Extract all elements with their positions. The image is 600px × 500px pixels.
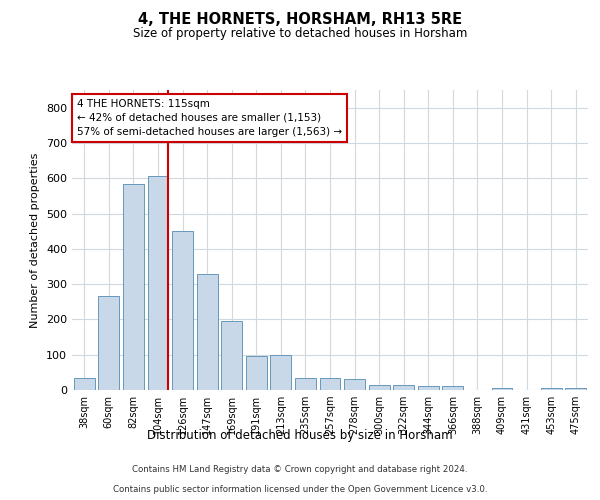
Bar — [221, 321, 242, 390]
Text: 4 THE HORNETS: 115sqm
← 42% of detached houses are smaller (1,153)
57% of semi-d: 4 THE HORNETS: 115sqm ← 42% of detached … — [77, 99, 342, 137]
Text: Size of property relative to detached houses in Horsham: Size of property relative to detached ho… — [133, 28, 467, 40]
Bar — [565, 388, 586, 390]
Bar — [246, 356, 267, 390]
Text: Contains public sector information licensed under the Open Government Licence v3: Contains public sector information licen… — [113, 486, 487, 494]
Y-axis label: Number of detached properties: Number of detached properties — [31, 152, 40, 328]
Bar — [74, 378, 95, 390]
Bar — [197, 274, 218, 390]
Bar — [123, 184, 144, 390]
Text: Distribution of detached houses by size in Horsham: Distribution of detached houses by size … — [147, 428, 453, 442]
Text: 4, THE HORNETS, HORSHAM, RH13 5RE: 4, THE HORNETS, HORSHAM, RH13 5RE — [138, 12, 462, 28]
Bar — [491, 388, 512, 390]
Bar — [344, 380, 365, 390]
Text: Contains HM Land Registry data © Crown copyright and database right 2024.: Contains HM Land Registry data © Crown c… — [132, 466, 468, 474]
Bar — [172, 231, 193, 390]
Bar — [418, 386, 439, 390]
Bar — [98, 296, 119, 390]
Bar — [541, 388, 562, 390]
Bar — [368, 384, 389, 390]
Bar — [442, 386, 463, 390]
Bar — [320, 378, 340, 390]
Bar — [393, 384, 414, 390]
Bar — [295, 378, 316, 390]
Bar — [148, 176, 169, 390]
Bar — [271, 354, 292, 390]
